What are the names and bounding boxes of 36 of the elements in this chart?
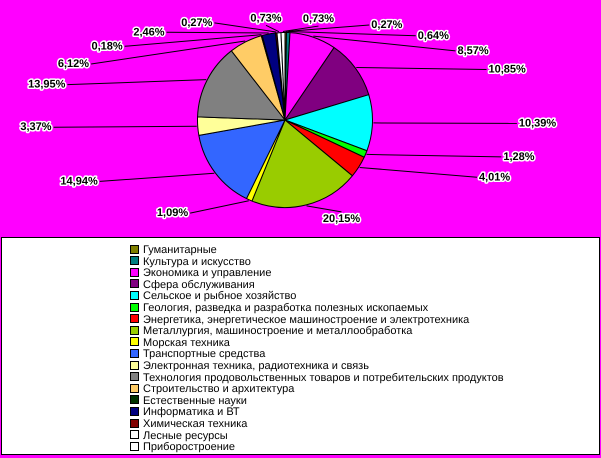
legend-label: Энергетика, энергетическое машиностроение и электротехника [143,314,470,326]
data-label: 0,73% [302,13,334,26]
legend-label: Строительство и архитектура [143,383,294,396]
data-label: 6,12% [58,58,90,70]
legend-label: Информатика и ВТ [143,406,240,418]
legend-label: Лесные ресурсы [143,430,228,442]
legend-label: Сельское и рыбное хозяйство [143,290,296,302]
data-label: 20,15% [322,212,360,225]
legend-label: Геология, разведка и разработка полезных ископаемых [143,302,428,314]
data-label: 8,57% [457,44,489,57]
legend-label: Химическая техника [143,418,248,430]
legend-label: Гуманитарные [143,244,217,256]
data-label: 3,37% [20,121,52,134]
data-label: 0,18% [92,40,123,52]
legend-label: Сфера обслуживания [143,278,255,291]
data-label: 10,85% [488,63,526,76]
legend-label: Электронная техника, радиотехника и связь [143,360,369,372]
data-label: 0,73% [250,12,282,24]
legend-label: Технология продовольственных товаров и потребительских продуктов [143,372,504,384]
legend-label: Приборостроение [143,441,236,454]
legend-label: Естественные науки [143,394,247,407]
data-label: 0,27% [181,16,213,29]
legend-label: Культура и искусство [143,256,251,268]
data-label: 0,64% [418,30,450,42]
data-label: 13,95% [28,78,66,91]
data-label: 0,27% [371,19,403,31]
legend-label: Морская техника [143,336,230,349]
data-label: 1,28% [503,150,535,163]
data-label: 2,46% [133,26,165,38]
legend-label: Металлургия, машиностроение и металлообработка [143,325,412,338]
legend-label: Транспортные средства [143,348,266,360]
legend-label: Экономика и управление [143,267,272,280]
data-label: 1,09% [156,207,188,220]
data-label: 4,01% [478,171,510,184]
data-label: 10,39% [518,117,556,130]
data-label: 14,94% [60,175,98,188]
